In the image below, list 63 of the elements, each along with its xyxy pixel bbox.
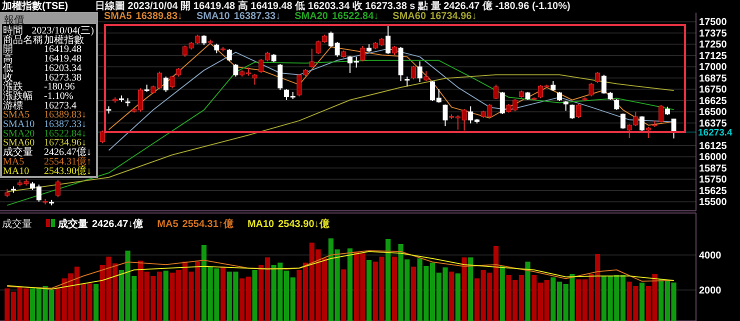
annotation: 2554.31億↑ (44, 155, 92, 168)
y-tick-label: 17500 (699, 17, 728, 28)
text: SMA10 (196, 11, 230, 22)
annotation: -1.10% (44, 90, 74, 102)
annotation: 16387.33↓ (234, 11, 281, 22)
ref-line-label: 16273.4 (698, 128, 734, 139)
annotation: 16273.4 (44, 100, 76, 112)
y-tick-label: 4000 (699, 250, 722, 262)
annotation: 加權指數 (44, 34, 84, 46)
y-tick-label: 15875 (699, 163, 728, 174)
annotation: MA10 (3, 166, 30, 177)
y-tick-label: 17000 (699, 62, 728, 74)
annotation: 漲跌幅 (3, 90, 33, 102)
y-tick-label: 16000 (699, 152, 728, 164)
annotation: 商品名稱 (3, 34, 43, 46)
annotation: 16203.34 (44, 62, 82, 74)
chart-subtitle: 日線圖 2023/10/04 開 16419.48 高 16419.48 低 16203.34 收 16273.38 s 點 量 2426.47 億 -180.96 (-1.10%) (95, 0, 570, 12)
y-tick-label: 17125 (699, 50, 728, 62)
text: 報價 (4, 14, 24, 26)
annotation: SMA10 (3, 119, 35, 130)
text: 成交量 (2, 218, 32, 230)
annotation: 16734.96↓ (430, 11, 477, 22)
y-tick-label: 16875 (699, 73, 728, 84)
text: SMA60 (392, 11, 426, 22)
annotation: 16387.33↓ (44, 119, 86, 130)
y-tick-label: 15625 (699, 186, 728, 197)
annotation: -180.96 (44, 82, 75, 93)
y-tick-label: 15750 (699, 174, 728, 186)
annotation: 時間 (3, 24, 23, 36)
y-tick-label: 17250 (699, 40, 728, 51)
text: SMA20 (294, 11, 328, 22)
y-tick-label: 16375 (699, 118, 728, 130)
annotation: SMA20 (3, 128, 35, 140)
y-tick-label: 15500 (699, 197, 728, 208)
text: MA10 (247, 219, 275, 230)
annotation: 16389.83↓ (136, 11, 183, 22)
annotation: 16522.84↓ (332, 11, 379, 22)
y-tick-label: 16750 (699, 84, 728, 96)
annotation: 低 (3, 62, 13, 74)
annotation: SMA5 (3, 110, 30, 121)
y-tick-label: 17375 (699, 28, 728, 40)
y-tick-label: 16125 (699, 140, 728, 152)
annotation: 收 (3, 72, 13, 84)
annotation: 16419.48 (44, 44, 82, 56)
annotation: 16389.83↓ (44, 110, 86, 121)
y-tick-label: 16500 (699, 107, 728, 118)
annotation: 2554.31↑億 (182, 218, 234, 230)
legend-label: 成交量 (57, 218, 88, 230)
annotation: 2543.90↓億 (278, 218, 330, 230)
annotation: 2023/10/04(三) (32, 26, 94, 36)
annotation: 16273.38 (44, 72, 82, 84)
annotation: 16419.48 (44, 54, 82, 65)
annotation: 2426.47↓億 (92, 218, 144, 230)
text: MA5 (157, 219, 179, 230)
chart-title: 加權指數(TSE) (1, 0, 68, 12)
annotation: MA5 (3, 156, 24, 168)
annotation: 成交量 (3, 146, 33, 158)
annotation: 16522.84↓ (44, 128, 86, 140)
text: SMA5 (104, 11, 132, 22)
annotation: 2543.90億↓ (44, 164, 92, 177)
y-tick-label: 2000 (699, 286, 722, 297)
annotation: 游標 (3, 99, 23, 112)
y-tick-label: 16625 (699, 96, 728, 107)
